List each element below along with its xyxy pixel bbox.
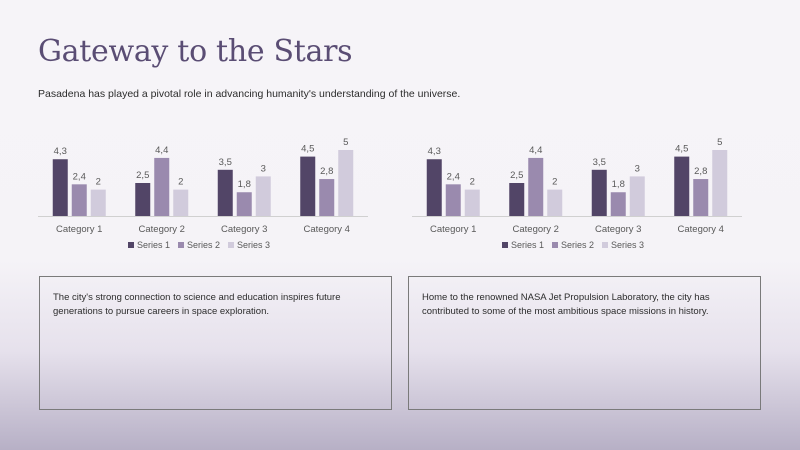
data-label: 2	[470, 177, 475, 188]
data-label: 2,4	[73, 171, 86, 182]
x-tick-label: Category 4	[678, 224, 724, 235]
bar	[591, 169, 607, 216]
bar	[319, 179, 335, 216]
x-tick-label: Category 1	[430, 224, 476, 235]
data-label: 4,5	[675, 144, 688, 155]
chart-svg: 4,3 2,4 2 Category 1 2,5 4,4 2 Category 2 3,5 1,8…	[38, 137, 368, 250]
data-label: 3,5	[593, 157, 606, 168]
slide-title: Gateway to the Stars	[38, 34, 353, 69]
bar	[135, 183, 151, 216]
text-box-left: The city's strong connection to science …	[39, 276, 392, 410]
bar	[52, 159, 68, 216]
data-label: 2,5	[136, 170, 149, 181]
legend-label: Series 2	[561, 240, 594, 250]
bar	[629, 176, 645, 216]
legend-swatch	[552, 242, 558, 248]
bar	[509, 183, 525, 216]
bar	[426, 159, 442, 216]
legend-label: Series 3	[611, 240, 644, 250]
data-label: 2,4	[447, 171, 460, 182]
bar	[90, 189, 106, 216]
bar	[338, 150, 354, 216]
data-label: 5	[343, 137, 348, 148]
legend-swatch	[128, 242, 134, 248]
legend-swatch	[602, 242, 608, 248]
x-tick-label: Category 3	[595, 224, 641, 235]
bar	[674, 156, 690, 216]
x-tick-label: Category 1	[56, 224, 102, 235]
bar	[217, 169, 233, 216]
data-label: 3	[635, 163, 640, 174]
data-label: 2,5	[510, 170, 523, 181]
x-tick-label: Category 2	[139, 224, 185, 235]
data-label: 3,5	[219, 157, 232, 168]
bar	[547, 189, 563, 216]
bar	[445, 184, 461, 216]
x-tick-label: Category 2	[513, 224, 559, 235]
text-box-left-content: The city's strong connection to science …	[53, 292, 341, 317]
chart-svg: 4,3 2,4 2 Category 1 2,5 4,4 2 Category 2 3,5 1,8…	[412, 137, 742, 250]
legend-label: Series 3	[237, 240, 270, 250]
bar	[610, 192, 626, 216]
data-label: 2,8	[694, 166, 707, 177]
data-label: 4,4	[529, 145, 542, 156]
legend-swatch	[178, 242, 184, 248]
data-label: 1,8	[612, 179, 625, 190]
bar	[712, 150, 728, 216]
x-tick-label: Category 4	[304, 224, 350, 235]
data-label: 5	[717, 137, 722, 148]
legend-swatch	[228, 242, 234, 248]
text-box-right: Home to the renowned NASA Jet Propulsion…	[408, 276, 761, 410]
bar	[300, 156, 316, 216]
legend-label: Series 1	[511, 240, 544, 250]
bar	[236, 192, 252, 216]
bar	[255, 176, 271, 216]
legend-label: Series 2	[187, 240, 220, 250]
data-label: 3	[261, 163, 266, 174]
bar	[464, 189, 480, 216]
legend-swatch	[502, 242, 508, 248]
bar-chart-right: 4,3 2,4 2 Category 1 2,5 4,4 2 Category 2 3,5 1,8…	[400, 128, 750, 260]
bar	[173, 189, 189, 216]
x-tick-label: Category 3	[221, 224, 267, 235]
text-box-right-content: Home to the renowned NASA Jet Propulsion…	[422, 292, 710, 317]
bar	[71, 184, 87, 216]
bar	[693, 179, 709, 216]
slide-subtitle: Pasadena has played a pivotal role in ad…	[38, 88, 461, 100]
data-label: 4,3	[54, 146, 67, 157]
data-label: 2	[96, 177, 101, 188]
data-label: 2,8	[320, 166, 333, 177]
data-label: 4,3	[428, 146, 441, 157]
data-label: 2	[552, 177, 557, 188]
bar	[154, 157, 170, 216]
data-label: 1,8	[238, 179, 251, 190]
data-label: 4,4	[155, 145, 168, 156]
data-label: 2	[178, 177, 183, 188]
bar-chart-left: 4,3 2,4 2 Category 1 2,5 4,4 2 Category 2 3,5 1,8…	[26, 128, 376, 260]
legend-label: Series 1	[137, 240, 170, 250]
bar	[528, 157, 544, 216]
data-label: 4,5	[301, 144, 314, 155]
